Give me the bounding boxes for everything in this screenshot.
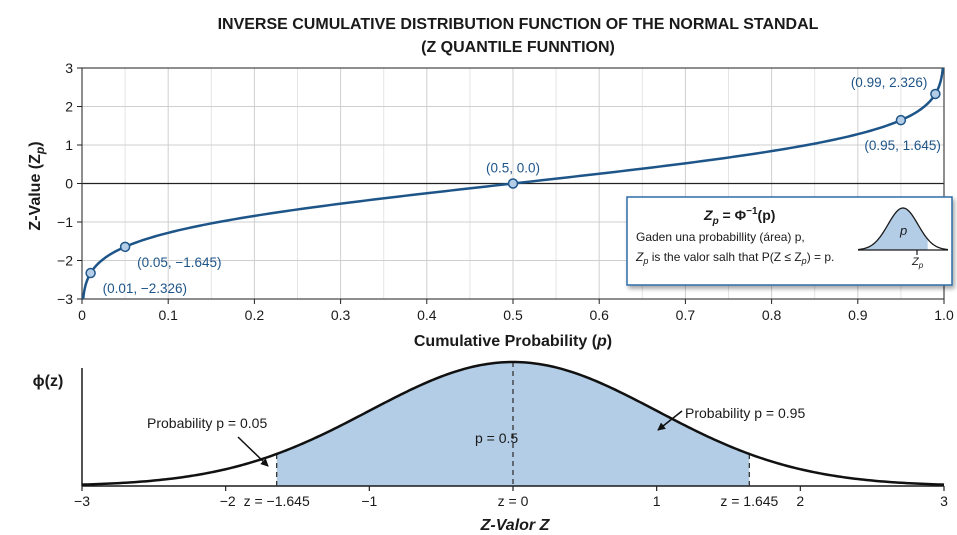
x-tick-label: −2	[220, 493, 236, 509]
y-tick-label: −2	[57, 253, 73, 269]
inset-line-1: Gaden una probabillity (área) p,	[636, 230, 805, 244]
formula-inset: Zp = Φ−1(p) Gaden una probabillity (área…	[626, 196, 953, 286]
x-tick-label: 0.9	[848, 307, 868, 323]
annotation-right-arrow	[657, 410, 683, 431]
data-point	[895, 114, 907, 126]
data-point	[930, 88, 941, 100]
marker-label: z = −1.645	[244, 493, 310, 509]
data-point	[507, 178, 519, 189]
bottom-tick-labels: −3 −2 −1 1 2 3 z = −1.645 z = 0 z = 1.645	[74, 486, 948, 509]
density-curve	[81, 360, 945, 486]
density-y-label: ϕ(z)	[33, 373, 64, 390]
point-label: (0.5, 0.0)	[486, 161, 540, 176]
inset-axis-label: Zp	[911, 256, 924, 270]
normal-density-chart: −3 −2 −1 1 2 3 z = −1.645 z = 0 z = 1.645 ϕ(z) Z…	[33, 360, 948, 534]
x-tick-label: 0.1	[158, 307, 178, 323]
x-tick-label: 0.6	[589, 307, 609, 323]
point-label: (0.05, −1.645)	[137, 255, 221, 270]
point-label: (0.99, 2.326)	[851, 75, 928, 90]
point-label: (0.01, −2.326)	[103, 281, 187, 296]
data-point	[119, 241, 131, 253]
annotation-left: Probability p = 0.05	[147, 415, 267, 431]
x-tick-label: 0.4	[417, 307, 437, 323]
inset-bell-curve	[857, 207, 949, 251]
x-tick-label: 0.8	[762, 307, 782, 323]
x-tick-label: 0.3	[331, 307, 351, 323]
y-tick-label: 1	[65, 137, 73, 153]
tick-labels: 0 0.1 0.2 0.3 0.4 0.5 0.6 0.7 0.8 0.9 1.0 3 2 1 0 −1 −2 −…	[57, 60, 954, 323]
marker-label: z = 1.645	[720, 493, 778, 509]
y-tick-label: −3	[57, 291, 73, 307]
marker-lines	[276, 362, 750, 486]
annotation-center: p = 0.5	[475, 430, 518, 446]
quantile-chart: 0 0.1 0.2 0.3 0.4 0.5 0.6 0.7 0.8 0.9 1.0 3 2 1 0 −1 −2 −…	[27, 60, 954, 350]
x-tick-label: 1	[653, 493, 661, 509]
x-tick-label: 0	[78, 307, 86, 323]
density-x-label: Z-Valor Z	[480, 517, 551, 534]
x-tick-label: −1	[361, 493, 377, 509]
y-tick-label: 2	[65, 99, 73, 115]
chart-subtitle: (Z QUANTILE FUNNTION)	[421, 39, 615, 56]
shaded-area	[276, 362, 750, 486]
x-tick-label: 3	[940, 493, 948, 509]
inset-line-2: Zp is the valor salh that P(Z ≤ Zp) = p.	[635, 250, 834, 266]
y-tick-label: 3	[65, 60, 73, 76]
x-tick-label: 0.2	[245, 307, 265, 323]
inset-area-label: p	[899, 223, 907, 238]
x-tick-label: 1.0	[934, 307, 954, 323]
x-tick-label: 0.7	[676, 307, 696, 323]
annotation-left-arrow	[237, 436, 269, 467]
x-tick-label: −3	[74, 493, 90, 509]
point-label: (0.95, 1.645)	[864, 138, 941, 153]
inset-bell-fill	[858, 208, 928, 250]
y-tick-label: −1	[57, 214, 73, 230]
x-tick-label: 2	[796, 493, 804, 509]
y-axis-label: Z-Value (Zp)	[27, 141, 47, 230]
x-axis-label: Cumulative Probability (p)	[414, 333, 612, 350]
highlighted-points: (0.01, −2.326) (0.05, −1.645) (0.5, 0.0) (0…	[85, 75, 941, 296]
annotation-right: Probability p = 0.95	[685, 405, 805, 421]
chart-title: INVERSE CUMULATIVE DISTRIBUTION FUNCTION…	[218, 16, 819, 33]
y-tick-label: 0	[65, 176, 73, 192]
data-point	[85, 267, 96, 279]
x-tick-label: 0.5	[503, 307, 523, 323]
inset-formula: Zp = Φ−1(p)	[703, 206, 775, 227]
marker-label: z = 0	[498, 493, 529, 509]
